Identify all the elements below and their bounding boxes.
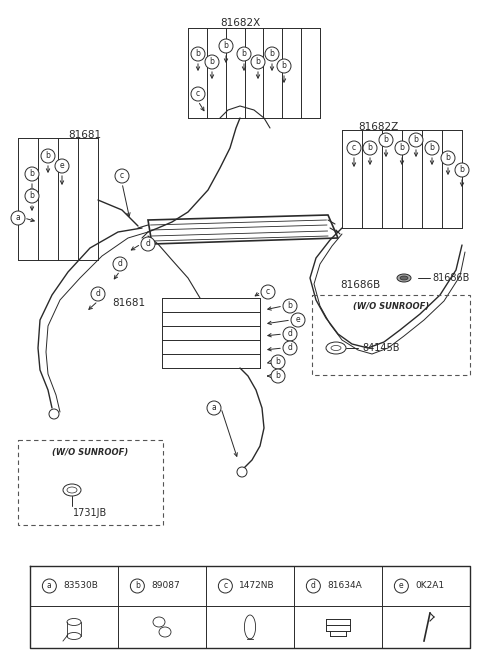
- Circle shape: [191, 87, 205, 101]
- Text: 81686B: 81686B: [432, 273, 469, 283]
- Circle shape: [237, 47, 251, 61]
- Text: b: b: [276, 371, 280, 380]
- Text: (W/O SUNROOF): (W/O SUNROOF): [353, 302, 429, 311]
- Circle shape: [283, 327, 297, 341]
- Circle shape: [141, 237, 155, 251]
- Circle shape: [237, 467, 247, 477]
- Circle shape: [363, 141, 377, 155]
- Circle shape: [455, 163, 469, 177]
- Text: d: d: [118, 260, 122, 268]
- Circle shape: [395, 579, 408, 593]
- Text: c: c: [223, 581, 228, 590]
- Text: b: b: [282, 62, 287, 70]
- Text: b: b: [255, 58, 261, 66]
- Circle shape: [41, 149, 55, 163]
- Circle shape: [251, 55, 265, 69]
- Text: b: b: [241, 49, 246, 58]
- Text: b: b: [276, 358, 280, 367]
- Text: a: a: [16, 213, 20, 222]
- Circle shape: [441, 151, 455, 165]
- Circle shape: [207, 401, 221, 415]
- Text: b: b: [384, 136, 388, 144]
- Circle shape: [265, 47, 279, 61]
- Text: 81634A: 81634A: [327, 581, 362, 590]
- Text: b: b: [30, 169, 35, 178]
- Text: 81686B: 81686B: [340, 280, 380, 290]
- Text: b: b: [195, 49, 201, 58]
- Circle shape: [271, 355, 285, 369]
- Circle shape: [291, 313, 305, 327]
- Text: e: e: [399, 581, 404, 590]
- Circle shape: [409, 133, 423, 147]
- Circle shape: [55, 159, 69, 173]
- Text: b: b: [30, 192, 35, 201]
- Text: 89087: 89087: [151, 581, 180, 590]
- Ellipse shape: [400, 276, 408, 280]
- Text: 83530B: 83530B: [63, 581, 98, 590]
- Text: b: b: [399, 144, 405, 152]
- Circle shape: [25, 189, 39, 203]
- Text: b: b: [459, 165, 465, 174]
- Text: a: a: [212, 403, 216, 413]
- Circle shape: [395, 141, 409, 155]
- Text: d: d: [288, 344, 292, 352]
- Text: d: d: [145, 239, 150, 249]
- Text: 1731JB: 1731JB: [73, 508, 107, 518]
- Text: c: c: [196, 89, 200, 98]
- Circle shape: [379, 133, 393, 147]
- Text: c: c: [266, 287, 270, 297]
- Circle shape: [191, 47, 205, 61]
- Text: d: d: [311, 581, 316, 590]
- Text: b: b: [224, 41, 228, 51]
- Circle shape: [277, 59, 291, 73]
- Text: d: d: [96, 289, 100, 298]
- Text: 81682Z: 81682Z: [358, 122, 398, 132]
- Circle shape: [306, 579, 320, 593]
- Circle shape: [91, 287, 105, 301]
- Bar: [18, 440, 163, 525]
- Circle shape: [218, 579, 232, 593]
- Circle shape: [42, 579, 56, 593]
- Text: 84145B: 84145B: [362, 343, 399, 353]
- Text: 81682X: 81682X: [220, 18, 260, 28]
- Text: c: c: [352, 144, 356, 152]
- Circle shape: [205, 55, 219, 69]
- Circle shape: [283, 341, 297, 355]
- Circle shape: [283, 299, 297, 313]
- Circle shape: [131, 579, 144, 593]
- Text: b: b: [288, 302, 292, 310]
- Text: a: a: [47, 581, 52, 590]
- Text: 81681: 81681: [68, 130, 101, 140]
- Circle shape: [25, 167, 39, 181]
- Text: (W/O SUNROOF): (W/O SUNROOF): [52, 448, 128, 457]
- Text: b: b: [270, 49, 275, 58]
- Circle shape: [115, 169, 129, 183]
- Text: e: e: [296, 316, 300, 325]
- Text: b: b: [414, 136, 419, 144]
- Text: c: c: [120, 171, 124, 180]
- Circle shape: [49, 409, 59, 419]
- Text: 81681: 81681: [112, 298, 145, 308]
- Circle shape: [425, 141, 439, 155]
- Circle shape: [113, 257, 127, 271]
- Text: 1472NB: 1472NB: [240, 581, 275, 590]
- Ellipse shape: [397, 274, 411, 282]
- Circle shape: [261, 285, 275, 299]
- Circle shape: [271, 369, 285, 383]
- Text: d: d: [288, 329, 292, 338]
- Text: 0K2A1: 0K2A1: [415, 581, 444, 590]
- Text: b: b: [445, 154, 450, 163]
- Text: b: b: [210, 58, 215, 66]
- Circle shape: [11, 211, 25, 225]
- Text: b: b: [46, 152, 50, 161]
- Text: b: b: [430, 144, 434, 152]
- Circle shape: [347, 141, 361, 155]
- Bar: [312, 295, 470, 375]
- Circle shape: [219, 39, 233, 53]
- Text: e: e: [60, 161, 64, 171]
- Text: b: b: [135, 581, 140, 590]
- Text: b: b: [368, 144, 372, 152]
